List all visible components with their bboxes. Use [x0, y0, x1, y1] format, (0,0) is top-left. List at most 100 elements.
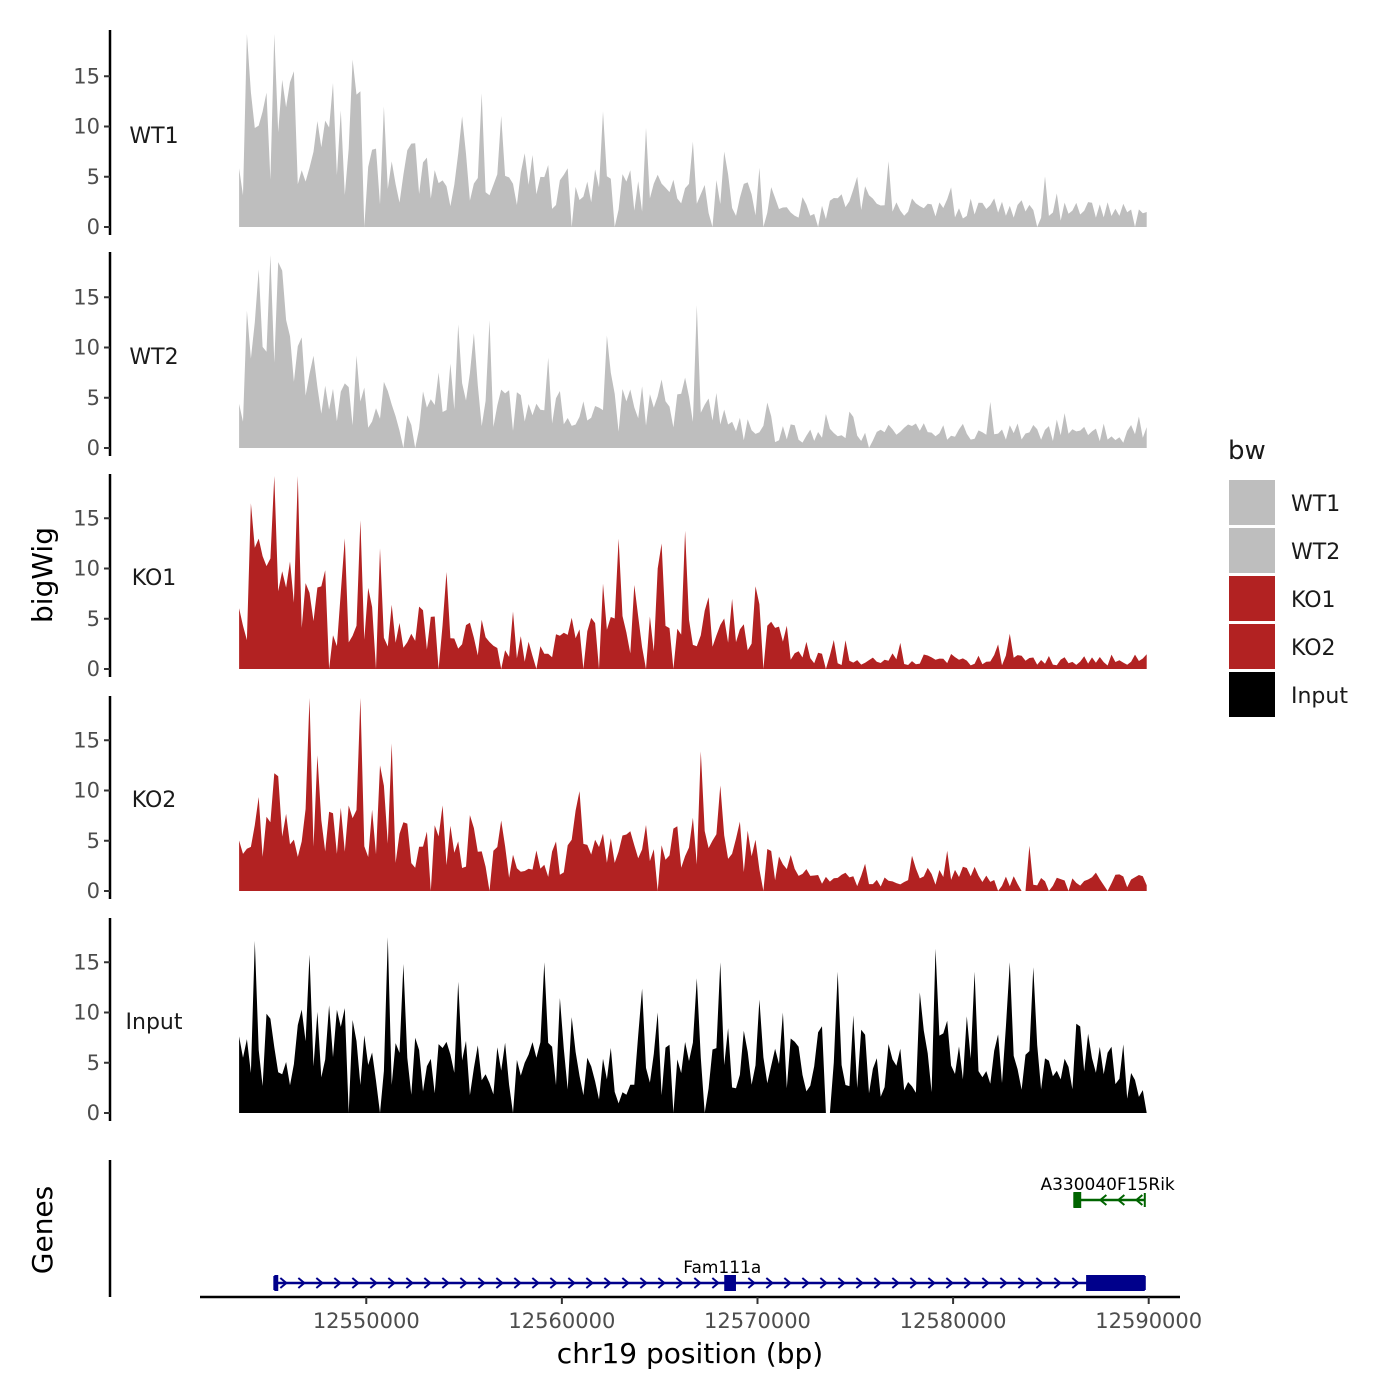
y-tick-label: 15	[73, 950, 100, 974]
strand-arrow	[1053, 1277, 1062, 1289]
coverage-tracks	[239, 34, 1147, 1113]
track-label-input: Input	[126, 1010, 183, 1035]
strand-arrow	[981, 1277, 990, 1289]
x-axis: 12550000 12560000 12570000 12580000 12590000	[200, 1295, 1202, 1333]
y-tick-label: 5	[87, 829, 100, 853]
y-tick-label: 15	[73, 728, 100, 752]
y-tick-label: 0	[87, 1101, 100, 1125]
y-tick-label: 15	[73, 285, 100, 309]
strand-arrow	[585, 1277, 594, 1289]
strand-arrow	[693, 1277, 702, 1289]
strand-arrow	[801, 1277, 810, 1289]
x-tick-label: 12590000	[1095, 1309, 1202, 1333]
y-tick-label: 10	[73, 1001, 100, 1025]
track-label-ko1: KO1	[132, 566, 177, 591]
gene-exon	[1086, 1275, 1145, 1291]
strand-arrow	[837, 1277, 846, 1289]
gene-panel: Fam111a A330040F15Rik	[108, 1160, 1175, 1297]
y-tick-label: 5	[87, 386, 100, 410]
y-tick-label: 10	[73, 557, 100, 581]
y-tick-label: 15	[73, 64, 100, 88]
legend-swatch-wt1	[1229, 480, 1275, 525]
strand-arrow	[855, 1277, 864, 1289]
strand-arrow	[333, 1277, 342, 1289]
y-tick-label: 5	[87, 607, 100, 631]
x-tick-label: 12550000	[313, 1309, 420, 1333]
strand-arrow	[423, 1277, 432, 1289]
y-axis-title: bigWig	[26, 527, 59, 623]
strand-arrow	[405, 1277, 414, 1289]
gene-fam111a: Fam111a	[273, 1258, 1146, 1291]
strand-arrow	[297, 1277, 306, 1289]
strand-arrow	[477, 1277, 486, 1289]
y-tick-label: 0	[87, 879, 100, 903]
strand-arrow	[747, 1277, 756, 1289]
track-labels: WT1 WT2 KO1 KO2 Input	[126, 124, 183, 1035]
strand-arrow	[891, 1277, 900, 1289]
x-tick-label: 12560000	[508, 1309, 615, 1333]
strand-arrow	[909, 1277, 918, 1289]
x-tick-label: 12570000	[704, 1309, 811, 1333]
track-label-wt1: WT1	[129, 124, 178, 149]
legend-label-input: Input	[1291, 684, 1348, 709]
strand-arrow	[351, 1277, 360, 1289]
strand-arrow	[459, 1277, 468, 1289]
gene-exon	[724, 1275, 736, 1291]
strand-arrow	[387, 1277, 396, 1289]
legend-label-ko2: KO2	[1291, 636, 1336, 661]
x-tick-label: 12580000	[900, 1309, 1007, 1333]
strand-arrow	[711, 1277, 720, 1289]
strand-arrow	[675, 1277, 684, 1289]
gene-label: Fam111a	[683, 1258, 761, 1278]
strand-arrow	[369, 1277, 378, 1289]
y-axes: 0 5 10 15 0 5 10 15 0 5 10 15 0 5 10 15 0 5 10 15	[73, 30, 112, 1125]
legend: bw WT1 WT2 KO1 KO2 Input	[1228, 436, 1348, 717]
y-tick-label: 0	[87, 657, 100, 681]
legend-title: bw	[1228, 436, 1266, 466]
strand-arrow	[945, 1277, 954, 1289]
strand-arrow	[765, 1277, 774, 1289]
strand-arrow	[279, 1277, 288, 1289]
strand-arrow	[873, 1277, 882, 1289]
strand-arrow	[531, 1277, 540, 1289]
strand-arrow	[441, 1277, 450, 1289]
strand-arrow	[495, 1277, 504, 1289]
strand-arrow	[819, 1277, 828, 1289]
track-label-ko2: KO2	[132, 788, 177, 813]
strand-arrow	[927, 1277, 936, 1289]
y-tick-label: 15	[73, 506, 100, 530]
coverage-area-ko1	[239, 476, 1147, 669]
strand-arrow	[1017, 1277, 1026, 1289]
strand-arrow	[963, 1277, 972, 1289]
legend-label-ko1: KO1	[1291, 588, 1336, 613]
y-tick-label: 10	[73, 115, 100, 139]
strand-arrow	[621, 1277, 630, 1289]
y-tick-label: 5	[87, 1051, 100, 1075]
strand-arrow	[639, 1277, 648, 1289]
strand-arrow	[1035, 1277, 1044, 1289]
strand-arrow	[315, 1277, 324, 1289]
y-tick-label: 5	[87, 165, 100, 189]
y-tick-label: 0	[87, 215, 100, 239]
y-tick-label: 10	[73, 779, 100, 803]
y-tick-label: 0	[87, 436, 100, 460]
strand-arrow	[513, 1277, 522, 1289]
strand-arrow	[1116, 1194, 1126, 1206]
strand-arrow	[549, 1277, 558, 1289]
legend-swatch-ko1	[1229, 576, 1275, 621]
legend-swatch-wt2	[1229, 528, 1275, 573]
strand-arrow	[603, 1277, 612, 1289]
legend-swatch-ko2	[1229, 624, 1275, 669]
strand-arrow	[567, 1277, 576, 1289]
strand-arrow	[657, 1277, 666, 1289]
coverage-area-wt2	[239, 255, 1147, 448]
coverage-area-wt1	[239, 34, 1147, 227]
track-label-wt2: WT2	[129, 345, 178, 370]
legend-label-wt2: WT2	[1291, 540, 1340, 565]
gene-a330040f15rik: A330040F15Rik	[1040, 1175, 1175, 1208]
gene-label: A330040F15Rik	[1040, 1175, 1174, 1195]
legend-label-wt1: WT1	[1291, 492, 1340, 517]
gene-exon	[274, 1275, 279, 1291]
genes-panel-title: Genes	[26, 1186, 59, 1274]
